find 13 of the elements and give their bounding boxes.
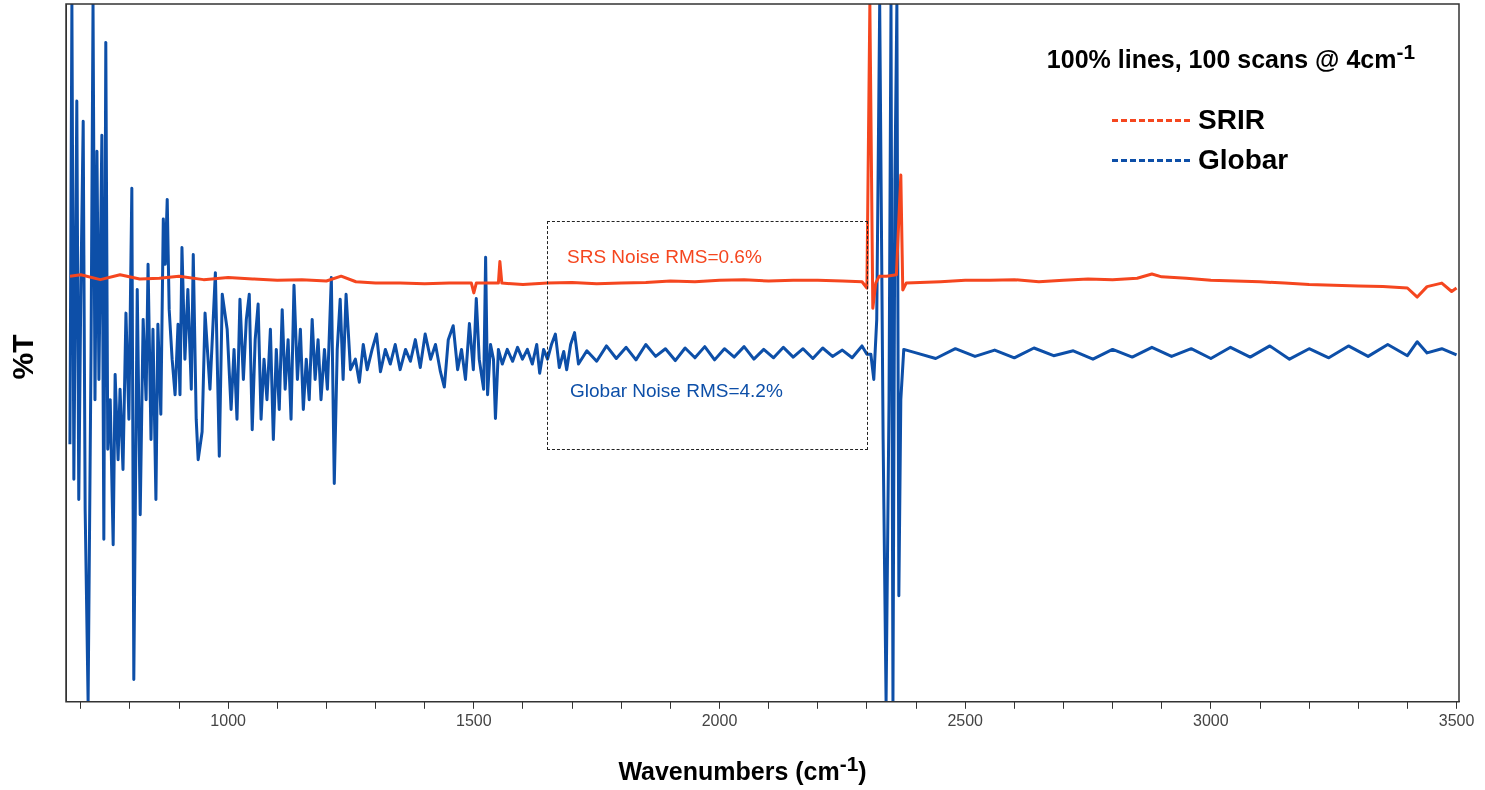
text: 100% lines, 100 scans @ 4cm$^{-1}$ xyxy=(1046,40,1415,75)
legend-label: Globar xyxy=(1198,144,1289,176)
x-axis-title: Wavenumbers (cm$^{-1}$) xyxy=(617,752,868,787)
annotation: Globar Noise RMS=4.2% xyxy=(570,380,783,402)
x-tick-label: 2000 xyxy=(701,711,738,729)
annotation: SRS Noise RMS=0.6% xyxy=(567,246,762,268)
x-tick-label: 2500 xyxy=(947,711,984,729)
y-axis-title: %T xyxy=(6,333,40,382)
x-tick-label: 1500 xyxy=(456,711,492,729)
x-tick-label: 3500 xyxy=(1438,711,1475,729)
x-tick-label: 3000 xyxy=(1193,711,1229,729)
legend-label: SRIR xyxy=(1198,104,1265,136)
x-tick-label: 1000 xyxy=(210,711,247,729)
